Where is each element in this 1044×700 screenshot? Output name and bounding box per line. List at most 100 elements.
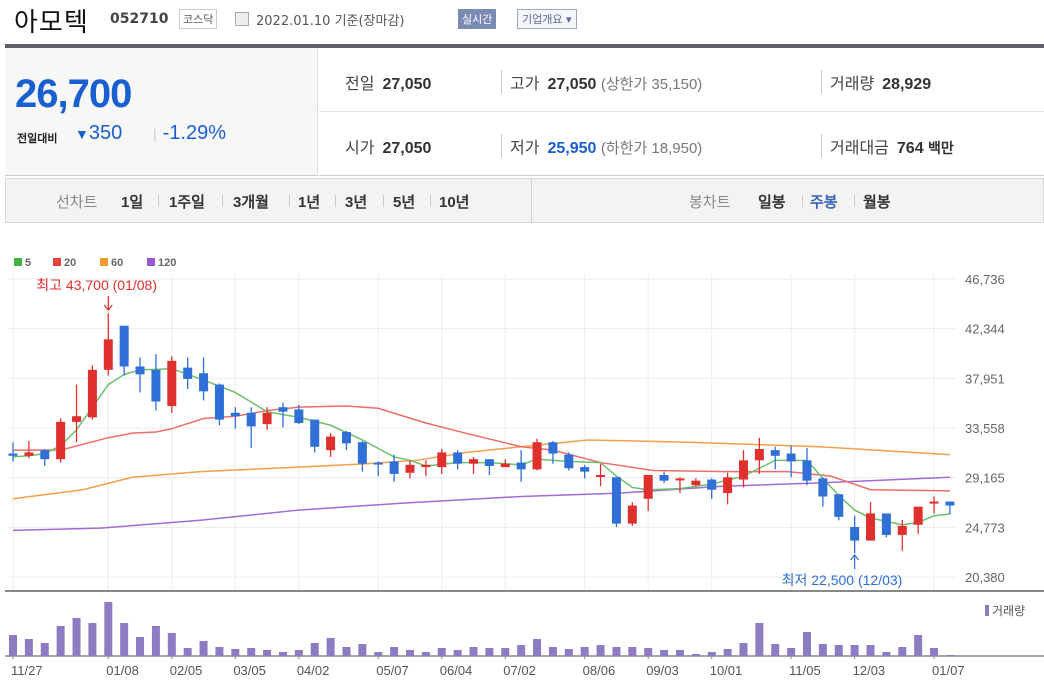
price-chart: 5 20 60 120 46,736 42,344 37,951 33,558 29,1…: [0, 240, 1044, 700]
candle-up: [56, 421, 66, 460]
volume-bar: [247, 648, 256, 656]
candle-down: [548, 442, 558, 454]
y-tick-label: 33,558: [965, 421, 1005, 436]
tab-1w[interactable]: 1주일: [169, 194, 205, 211]
change-label: 전일대비: [17, 132, 58, 145]
candle-down: [389, 461, 399, 474]
down-arrow-icon: ▼: [75, 126, 89, 142]
tab-1d[interactable]: 1일: [121, 194, 144, 211]
stats-panel: 전일 27,050 고가 27,050 (상한가 35,150) 거래량 28,929…: [319, 48, 1044, 176]
label: 고가: [510, 76, 540, 93]
realtime-button[interactable]: 실시간: [458, 9, 497, 29]
candle-down: [357, 442, 367, 464]
label: 거래량: [830, 76, 875, 93]
tab-3y[interactable]: 3년: [345, 194, 368, 211]
candle-up: [754, 449, 764, 461]
y-tick-label: 24,773: [965, 520, 1005, 535]
volume-bar: [390, 647, 399, 656]
chart-canvas[interactable]: 46,736 42,344 37,951 33,558 29,165 24,773 20,3…: [0, 240, 1044, 700]
candle-down: [341, 432, 351, 444]
candle-down: [151, 369, 161, 402]
volume-bar: [199, 641, 208, 656]
low-annotation: 최저 22,500 (12/03): [782, 572, 903, 588]
low-price: 저가 25,950 (하한가 18,950): [501, 134, 702, 158]
divider: [319, 111, 1044, 112]
x-tick-label: 01/07: [932, 663, 965, 678]
tab-1y[interactable]: 1년: [298, 194, 321, 211]
volume-bar: [104, 602, 113, 656]
x-tick-label: 11/27: [11, 663, 43, 678]
candle-up: [627, 505, 637, 524]
volume-bar: [294, 650, 303, 656]
stock-name: 아모텍: [14, 8, 89, 38]
candle-chart-label: 봉차트: [689, 194, 731, 211]
upper-limit: (상한가 35,150): [600, 76, 703, 93]
value: 27,050: [547, 76, 597, 93]
candle-down: [246, 412, 256, 427]
candle-down: [230, 412, 240, 417]
x-tick-label: 02/05: [170, 663, 203, 678]
x-tick-label: 04/02: [297, 663, 330, 678]
volume-bar: [120, 623, 129, 656]
volume-bar: [40, 643, 49, 656]
volume-bar: [263, 650, 272, 656]
prev-close: 전일 27,050: [345, 70, 431, 94]
legend-label: 120: [158, 257, 177, 269]
candle-down: [770, 450, 780, 456]
candle-down: [8, 453, 18, 456]
candle-down: [40, 450, 50, 460]
candle-up: [500, 463, 510, 468]
line-chart-label: 선차트: [56, 194, 98, 211]
volume-bar: [421, 652, 430, 656]
value: 25,950: [547, 140, 597, 157]
volume-bar: [644, 648, 653, 656]
volume-bar: [787, 648, 796, 656]
change-value: 350: [88, 122, 123, 144]
x-tick-label: 09/03: [646, 663, 679, 678]
candle-down: [214, 384, 224, 420]
base-date: 2022.01.10 기준(장마감): [256, 14, 405, 29]
candle-up: [532, 442, 542, 470]
tab-weekly[interactable]: 주봉: [810, 194, 838, 211]
value: 27,050: [382, 76, 432, 93]
percent-value: -1.29%: [162, 122, 227, 144]
divider: [531, 179, 532, 222]
volume-bar: [930, 648, 939, 656]
candle-up: [421, 464, 431, 468]
candle-down: [659, 475, 669, 481]
volume-bar: [675, 650, 684, 656]
value: 764: [896, 140, 924, 157]
volume-bar: [755, 623, 764, 656]
volume-bar: [215, 647, 224, 656]
volume-bar: [517, 645, 526, 656]
candle-down: [564, 454, 574, 469]
candle-up: [103, 339, 113, 370]
candle-down: [310, 419, 320, 447]
volume-legend-icon: [985, 605, 989, 616]
tab-3m[interactable]: 3개월: [233, 194, 269, 211]
candle-down: [881, 513, 891, 535]
legend-ma120: 120: [147, 257, 176, 269]
candle-down: [294, 409, 304, 424]
tab-daily[interactable]: 일봉: [758, 194, 786, 211]
price-change: ▼350: [75, 122, 122, 145]
tab-5y[interactable]: 5년: [393, 194, 416, 211]
candle-down: [707, 479, 717, 490]
volume-bar: [501, 648, 510, 656]
volume-bar: [739, 643, 748, 656]
ma60-line: [12, 439, 950, 500]
tab-10y[interactable]: 10년: [439, 194, 470, 211]
candle-down: [516, 462, 526, 470]
volume-bar: [24, 639, 33, 656]
candle-up: [326, 436, 336, 451]
candle-down: [850, 527, 860, 541]
candle-up: [643, 475, 653, 499]
volume-bar: [9, 635, 17, 656]
volume-bar: [882, 652, 891, 656]
volume-bar: [580, 647, 589, 656]
tab-monthly[interactable]: 월봉: [863, 194, 891, 211]
company-info-dropdown[interactable]: 기업개요 ▾: [517, 9, 577, 29]
volume-bar: [453, 650, 462, 656]
high-annotation: 최고 43,700 (01/08): [36, 277, 157, 293]
stock-code: 052710: [110, 11, 169, 27]
